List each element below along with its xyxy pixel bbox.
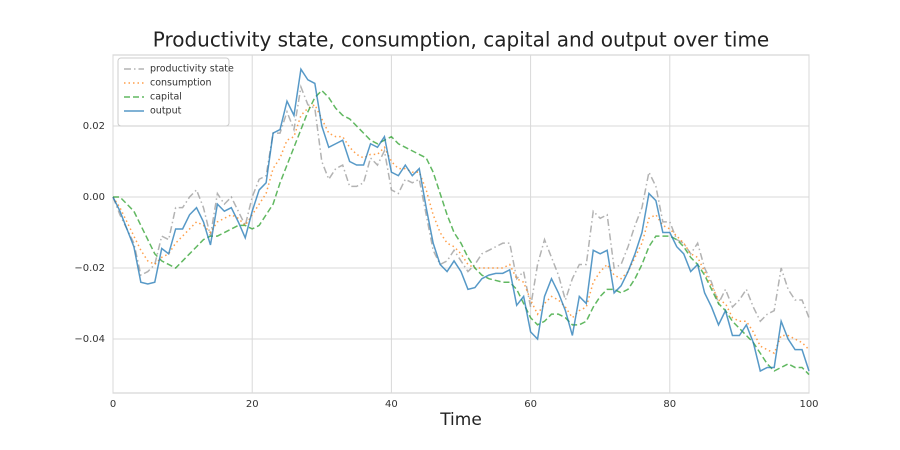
chart-title: Productivity state, consumption, capital… xyxy=(153,28,769,52)
x-axis-label: Time xyxy=(439,410,482,430)
x-tick-label: 100 xyxy=(799,399,818,410)
x-tick-label: 20 xyxy=(246,399,259,410)
x-tick-label: 80 xyxy=(663,399,676,410)
y-tick-label: −0.04 xyxy=(74,334,105,345)
legend-box xyxy=(117,57,230,127)
series-line xyxy=(112,103,810,355)
legend-label: consumption xyxy=(150,78,212,89)
x-tick-label: 60 xyxy=(524,399,537,410)
series-line xyxy=(112,67,810,373)
y-tick-label: 0.02 xyxy=(83,121,105,132)
series-line xyxy=(112,84,810,323)
x-tick-label: 0 xyxy=(110,399,116,410)
series-line xyxy=(113,89,810,376)
legend-label: output xyxy=(150,106,182,117)
legend-label: capital xyxy=(150,92,182,103)
x-tick-label: 40 xyxy=(385,399,398,410)
y-tick-label: 0.00 xyxy=(83,192,105,203)
y-tick-label: −0.02 xyxy=(74,263,105,274)
legend-label: productivity state xyxy=(150,64,234,75)
